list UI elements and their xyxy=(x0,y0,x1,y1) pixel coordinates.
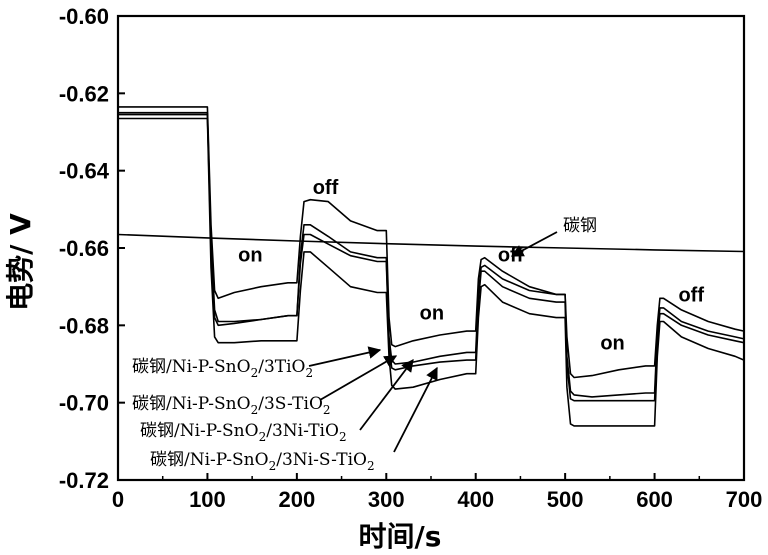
series-label-part: /3S-TiO xyxy=(258,394,323,414)
series-label-4: 碳钢/Ni-P-SnO2/3Ni-S-TiO2 xyxy=(150,450,375,473)
series-arrow-4 xyxy=(394,368,437,452)
y-tick-label: -0.60 xyxy=(59,4,109,29)
series-label-3: 碳钢/Ni-P-SnO2/3Ni-TiO2 xyxy=(140,421,347,444)
x-axis-title: 时间/s xyxy=(359,520,442,553)
series-line-1 xyxy=(118,107,744,378)
series-label-part: 碳钢/Ni-P-SnO xyxy=(150,450,269,470)
series-label-part: 2 xyxy=(251,403,259,417)
y-tick-label: -0.62 xyxy=(59,81,109,106)
x-tick-label: 300 xyxy=(368,487,405,512)
x-tick-label: 100 xyxy=(189,487,226,512)
series-label-part: 2 xyxy=(251,366,259,380)
y-tick-label: -0.64 xyxy=(59,159,110,184)
series-label-part: 2 xyxy=(367,459,375,473)
annotation-off: off xyxy=(678,284,704,306)
y-tick-label: -0.70 xyxy=(59,391,109,416)
series-label-part: 2 xyxy=(305,366,313,380)
series-arrow-2 xyxy=(320,356,396,400)
series-label-part: /3TiO xyxy=(258,357,305,377)
series-label-part: /3Ni-TiO xyxy=(266,421,339,441)
x-tick-label: 400 xyxy=(457,487,494,512)
annotation-off: off xyxy=(498,245,524,267)
annotation-on: on xyxy=(420,303,444,325)
x-tick-label: 500 xyxy=(547,487,584,512)
series-label-part: 2 xyxy=(323,403,331,417)
series-label-part: 2 xyxy=(269,459,277,473)
annotation-on: on xyxy=(600,332,624,354)
series-label-part: 2 xyxy=(259,430,267,444)
y-tick-label: -0.66 xyxy=(59,236,109,261)
series-label-1: 碳钢/Ni-P-SnO2/3TiO2 xyxy=(132,357,313,380)
series-label-0: 碳钢 xyxy=(563,216,597,236)
x-tick-label: 200 xyxy=(278,487,315,512)
series-label-part: 碳钢 xyxy=(563,216,597,236)
y-axis-title: 电势/ V xyxy=(4,213,37,311)
x-tick-label: 0 xyxy=(112,487,124,512)
series-label-part: /3Ni-S-TiO xyxy=(276,450,367,470)
y-tick-label: -0.68 xyxy=(59,313,109,338)
on-off-annotations: on off on off on off xyxy=(238,177,704,354)
annotation-off: off xyxy=(313,177,339,199)
annotation-on: on xyxy=(238,245,262,267)
series-label-part: 碳钢/Ni-P-SnO xyxy=(140,421,259,441)
x-tick-label: 600 xyxy=(636,487,673,512)
x-tick-label: 700 xyxy=(726,487,763,512)
series-label-2: 碳钢/Ni-P-SnO2/3S-TiO2 xyxy=(132,394,331,417)
series-label-part: 2 xyxy=(339,430,347,444)
series-arrow-3 xyxy=(360,360,413,430)
series-arrow-1 xyxy=(309,350,380,366)
series-label-part: 碳钢/Ni-P-SnO xyxy=(132,394,251,414)
series-label-part: 碳钢/Ni-P-SnO xyxy=(132,357,251,377)
y-tick-label: -0.72 xyxy=(59,468,109,493)
